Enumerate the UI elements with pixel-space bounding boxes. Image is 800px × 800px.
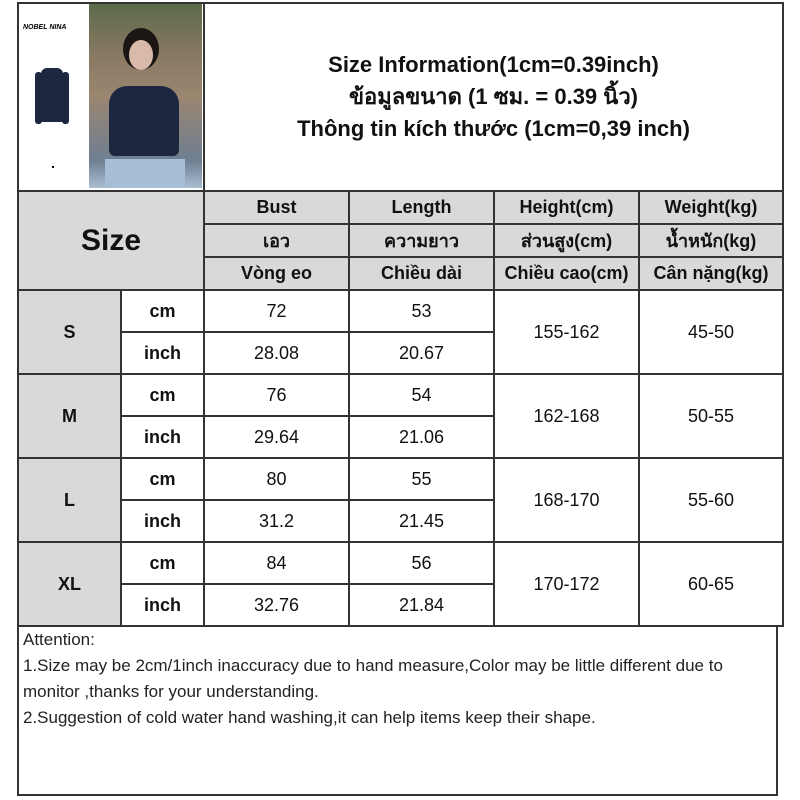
header-bust-th: เอว: [203, 223, 350, 258]
title-cell: Size Information(1cm=0.39inch) ข้อมูลขนา…: [203, 2, 784, 192]
bust-cm: 80: [203, 457, 350, 501]
size-label: S: [17, 289, 122, 375]
table-row: inch 31.2 21.45: [18, 499, 783, 543]
product-image: NOBEL NINA: [17, 2, 205, 192]
height-range: 168-170: [493, 457, 640, 543]
size-label: M: [17, 373, 122, 459]
header-weight: Weight(kg): [638, 190, 784, 225]
table-row: L cm 80 55 168-170 55-60: [17, 457, 784, 543]
unit-cm: cm: [120, 289, 205, 333]
unit-inch: inch: [120, 331, 205, 375]
height-range: 170-172: [493, 541, 640, 627]
notes-heading: Attention:: [23, 630, 95, 649]
product-flatlay: NOBEL NINA: [19, 4, 89, 188]
size-header: Size: [17, 190, 205, 291]
header-length-th: ความยาว: [348, 223, 495, 258]
table-row: XL cm 84 56 170-172 60-65: [17, 541, 784, 627]
length-cm: 56: [348, 541, 495, 585]
header-bust: Bust: [203, 190, 350, 225]
unit-inch: inch: [120, 415, 205, 459]
attention-notes: Attention: 1.Size may be 2cm/1inch inacc…: [17, 625, 778, 796]
unit-inch: inch: [120, 583, 205, 627]
note-2: 2.Suggestion of cold water hand washing,…: [23, 708, 596, 727]
weight-range: 45-50: [638, 289, 784, 375]
bust-cm: 76: [203, 373, 350, 417]
weight-range: 55-60: [638, 457, 784, 543]
note-1: 1.Size may be 2cm/1inch inaccuracy due t…: [23, 656, 723, 701]
unit-cm: cm: [120, 457, 205, 501]
header-height: Height(cm): [493, 190, 640, 225]
header-weight-th: น้ำหนัก(kg): [638, 223, 784, 258]
length-inch: 21.06: [348, 415, 495, 459]
title-en: Size Information(1cm=0.39inch): [328, 52, 659, 77]
bust-inch: 29.64: [203, 415, 350, 459]
brand-logo: NOBEL NINA: [23, 24, 67, 31]
title-vi: Thông tin kích thước (1cm=0,39 inch): [297, 116, 690, 141]
table-row: inch 29.64 21.06: [18, 415, 783, 459]
weight-range: 60-65: [638, 541, 784, 627]
length-inch: 21.45: [348, 499, 495, 543]
header-height-vi: Chiều cao(cm): [493, 256, 640, 291]
bust-inch: 32.76: [203, 583, 350, 627]
header-length-vi: Chiều dài: [348, 256, 495, 291]
unit-cm: cm: [120, 373, 205, 417]
length-inch: 21.84: [348, 583, 495, 627]
length-cm: 53: [348, 289, 495, 333]
model-photo: [89, 4, 202, 188]
bust-cm: 84: [203, 541, 350, 585]
length-cm: 55: [348, 457, 495, 501]
bust-inch: 31.2: [203, 499, 350, 543]
table-row: M cm 76 54 162-168 50-55: [17, 373, 784, 459]
table-row: inch 32.76 21.84: [18, 583, 783, 627]
size-chart-table: NOBEL NINA Size Information(1cm=0.39inch…: [17, 2, 784, 627]
header-length: Length: [348, 190, 495, 225]
header-bust-vi: Vòng eo: [203, 256, 350, 291]
header-weight-vi: Cân nặng(kg): [638, 256, 784, 291]
unit-cm: cm: [120, 541, 205, 585]
header-height-th: ส่วนสูง(cm): [493, 223, 640, 258]
table-row: inch 28.08 20.67: [18, 331, 783, 375]
title-th: ข้อมูลขนาด (1 ซม. = 0.39 นิ้ว): [348, 84, 638, 109]
height-range: 162-168: [493, 373, 640, 459]
shirt-icon: [41, 68, 63, 122]
table-row: S cm 72 53 155-162 45-50: [17, 289, 784, 375]
size-label: XL: [17, 541, 122, 627]
length-cm: 54: [348, 373, 495, 417]
unit-inch: inch: [120, 499, 205, 543]
height-range: 155-162: [493, 289, 640, 375]
weight-range: 50-55: [638, 373, 784, 459]
bust-cm: 72: [203, 289, 350, 333]
length-inch: 20.67: [348, 331, 495, 375]
bust-inch: 28.08: [203, 331, 350, 375]
size-label: L: [17, 457, 122, 543]
